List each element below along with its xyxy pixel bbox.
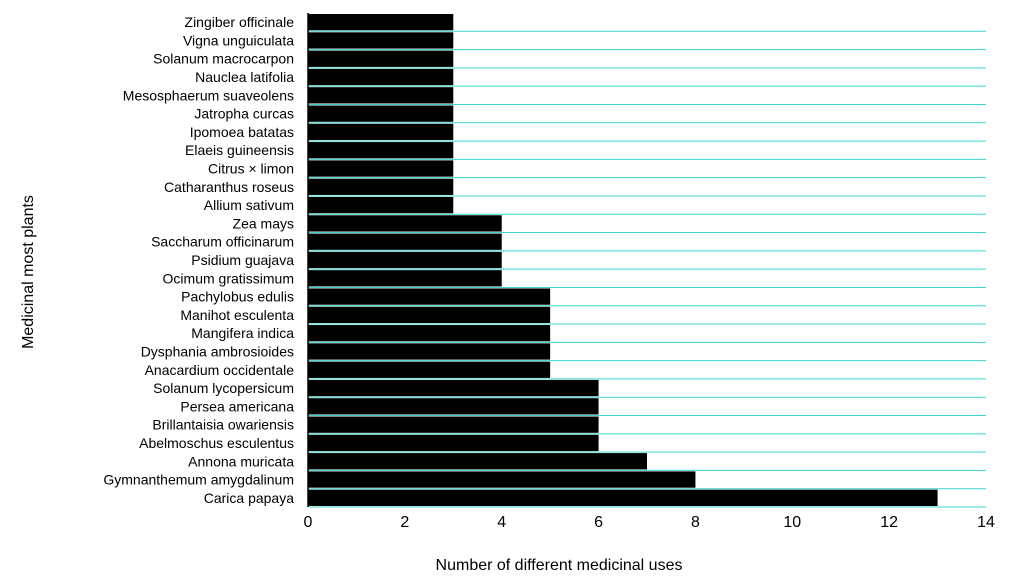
x-tick-label: 2 xyxy=(400,514,409,531)
bar xyxy=(308,453,647,470)
category-label: Manihot esculenta xyxy=(180,307,294,323)
category-label: Persea americana xyxy=(180,398,294,414)
category-label: Carica papaya xyxy=(204,490,294,506)
category-label: Nauclea latifolia xyxy=(195,69,294,85)
y-axis-title: Medicinal most plants xyxy=(20,195,37,349)
bar xyxy=(308,343,551,360)
bar xyxy=(308,87,454,104)
x-tick-label: 14 xyxy=(977,514,995,531)
bar xyxy=(308,489,938,506)
bar xyxy=(308,50,454,67)
bar xyxy=(308,379,599,397)
bar xyxy=(308,251,502,269)
bar xyxy=(308,233,502,250)
x-axis-title: Number of different medicinal uses xyxy=(436,557,683,574)
bar xyxy=(308,215,502,232)
category-label: Zea mays xyxy=(233,215,294,231)
bar xyxy=(308,398,599,415)
x-tick-label: 6 xyxy=(594,514,603,531)
x-tick-labels: 0 2 4 6 8 10 12 14 xyxy=(304,514,995,531)
bar xyxy=(308,325,551,342)
category-label: Gymnanthemum amygdalinum xyxy=(103,472,294,488)
category-label: Mesosphaerum suaveolens xyxy=(123,87,294,103)
x-tick-label: 10 xyxy=(783,514,801,531)
category-label: Citrus × limon xyxy=(208,161,294,177)
bar xyxy=(308,123,454,141)
bar xyxy=(308,288,551,305)
category-label: Anacardium occidentale xyxy=(145,362,295,378)
category-label: Ocimum gratissimum xyxy=(163,270,294,286)
x-tick-label: 4 xyxy=(497,514,506,531)
category-labels: Zingiber officinale Vigna unguiculata Sola… xyxy=(103,14,294,506)
category-label: Psidium guajava xyxy=(191,252,294,268)
bar xyxy=(308,142,454,159)
x-tick-label: 8 xyxy=(691,514,700,531)
category-label: Saccharum officinarum xyxy=(151,234,294,250)
bar xyxy=(308,361,551,378)
bar xyxy=(308,416,599,433)
x-tick-label: 0 xyxy=(304,514,313,531)
category-label: Catharanthus roseus xyxy=(164,179,294,195)
category-label: Solanum macrocarpon xyxy=(153,51,294,67)
category-label: Ipomoea batatas xyxy=(190,124,294,140)
category-label: Pachylobus edulis xyxy=(181,289,294,305)
bar xyxy=(308,14,454,31)
bar xyxy=(308,196,454,214)
bar xyxy=(308,178,454,195)
bar xyxy=(308,32,454,49)
category-label: Abelmoschus esculentus xyxy=(139,435,294,451)
bar xyxy=(308,68,454,86)
gridlines xyxy=(308,30,986,508)
category-label: Elaeis guineensis xyxy=(185,142,294,158)
bar xyxy=(308,434,599,452)
category-label: Mangifera indica xyxy=(191,325,294,341)
bar xyxy=(308,160,454,177)
category-label: Dysphania ambrosioides xyxy=(141,343,294,359)
bar xyxy=(308,306,551,324)
category-label: Brillantaisia owariensis xyxy=(152,417,294,433)
bar xyxy=(308,471,696,488)
bar xyxy=(308,270,502,287)
category-label: Solanum lycopersicum xyxy=(153,380,294,396)
x-tick-label: 12 xyxy=(880,514,898,531)
category-label: Annona muricata xyxy=(188,453,294,469)
bars xyxy=(308,14,938,506)
category-label: Vigna unguiculata xyxy=(183,32,294,48)
bar xyxy=(308,105,454,122)
category-label: Jatropha curcas xyxy=(194,106,294,122)
category-label: Zingiber officinale xyxy=(185,14,295,30)
category-label: Allium sativum xyxy=(204,197,294,213)
